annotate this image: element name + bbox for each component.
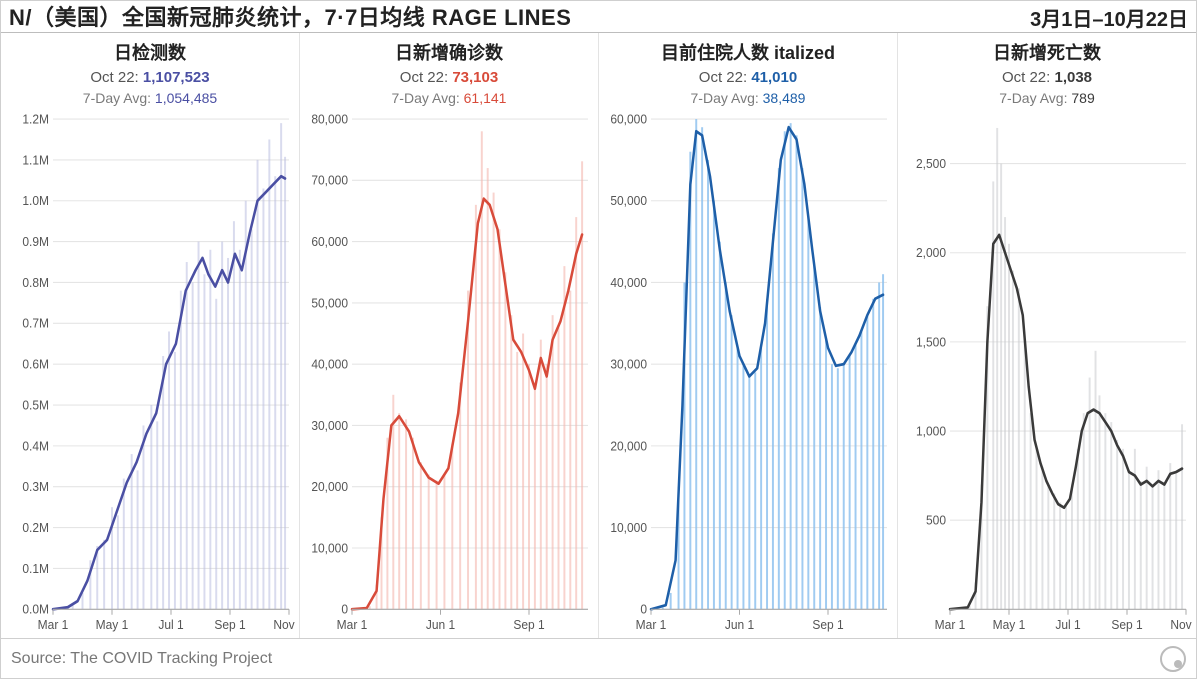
svg-text:30,000: 30,000 xyxy=(610,357,647,372)
svg-text:Nov 1: Nov 1 xyxy=(273,618,295,633)
svg-text:1.0M: 1.0M xyxy=(22,194,49,209)
svg-text:Jun 1: Jun 1 xyxy=(725,618,754,633)
panel-header: 目前住院人数 italized Oct 22: 41,010 7-Day Avg: … xyxy=(599,33,897,108)
svg-text:60,000: 60,000 xyxy=(610,112,647,127)
svg-text:0.4M: 0.4M xyxy=(22,439,49,454)
svg-text:Mar 1: Mar 1 xyxy=(636,618,667,633)
svg-text:10,000: 10,000 xyxy=(311,541,348,556)
svg-text:60,000: 60,000 xyxy=(311,234,348,249)
svg-text:May 1: May 1 xyxy=(96,618,129,633)
svg-text:1,500: 1,500 xyxy=(916,335,946,350)
svg-text:2,500: 2,500 xyxy=(916,156,946,171)
avg-value-line: 7-Day Avg: 1,054,485 xyxy=(5,90,295,106)
dashboard: { "header":{ "title_left":"N/（美国）全国新冠肺炎统… xyxy=(0,0,1197,679)
panel-hosp: 目前住院人数 italized Oct 22: 41,010 7-Day Avg: … xyxy=(598,33,897,638)
svg-text:2,000: 2,000 xyxy=(916,246,946,261)
panel-cases: 日新增确诊数 Oct 22: 73,103 7-Day Avg: 61,141 0 10… xyxy=(299,33,598,638)
panel-header: 日新增确诊数 Oct 22: 73,103 7-Day Avg: 61,141 xyxy=(300,33,598,108)
panel-deaths: 日新增死亡数 Oct 22: 1,038 7-Day Avg: 789 500 1,00… xyxy=(897,33,1196,638)
source-text: Source: The COVID Tracking Project xyxy=(11,650,272,668)
svg-text:1.2M: 1.2M xyxy=(22,112,49,127)
svg-text:Sep 1: Sep 1 xyxy=(214,618,245,633)
project-logo-icon xyxy=(1160,646,1186,672)
chart-area: 0.0M 0.1M 0.2M 0.3M 0.4M 0.5M 0.6M 0.7M 0.8M 0.9M… xyxy=(1,108,299,638)
svg-text:Jul 1: Jul 1 xyxy=(158,618,183,633)
title-left: N/（美国）全国新冠肺炎统计，7·7日均线 RAGE LINES xyxy=(9,0,571,32)
chart-area: 0 10,000 20,000 30,000 40,000 50,000 60,000 Mar… xyxy=(599,108,897,638)
panels-row: 日检测数 Oct 22: 1,107,523 7-Day Avg: 1,054,48… xyxy=(1,33,1196,638)
svg-text:Jun 1: Jun 1 xyxy=(426,618,455,633)
svg-text:30,000: 30,000 xyxy=(311,418,348,433)
chart-area: 500 1,000 1,500 2,000 2,500 Mar 1 May 1 Jul 1 Se… xyxy=(898,108,1196,638)
svg-text:0.0M: 0.0M xyxy=(22,602,49,617)
svg-text:50,000: 50,000 xyxy=(610,194,647,209)
svg-text:500: 500 xyxy=(926,513,946,528)
svg-text:10,000: 10,000 xyxy=(610,520,647,535)
title-bar: N/（美国）全国新冠肺炎统计，7·7日均线 RAGE LINES 3月1日–10… xyxy=(1,1,1196,33)
svg-text:Mar 1: Mar 1 xyxy=(337,618,368,633)
svg-text:40,000: 40,000 xyxy=(311,357,348,372)
svg-text:80,000: 80,000 xyxy=(311,112,348,127)
svg-text:Nov 1: Nov 1 xyxy=(1170,618,1192,633)
current-value-line: Oct 22: 1,107,523 xyxy=(5,69,295,86)
svg-text:May 1: May 1 xyxy=(993,618,1026,633)
svg-text:Sep 1: Sep 1 xyxy=(513,618,544,633)
avg-value-line: 7-Day Avg: 38,489 xyxy=(603,90,893,106)
svg-text:0: 0 xyxy=(640,602,647,617)
svg-text:20,000: 20,000 xyxy=(610,439,647,454)
svg-text:0.5M: 0.5M xyxy=(22,398,49,413)
svg-text:Mar 1: Mar 1 xyxy=(38,618,69,633)
svg-text:0.2M: 0.2M xyxy=(22,520,49,535)
panel-title: 日新增确诊数 xyxy=(304,39,594,65)
svg-text:0.3M: 0.3M xyxy=(22,480,49,495)
panel-tests: 日检测数 Oct 22: 1,107,523 7-Day Avg: 1,054,48… xyxy=(1,33,299,638)
panel-title: 日新增死亡数 xyxy=(902,39,1192,65)
svg-text:Mar 1: Mar 1 xyxy=(935,618,966,633)
svg-text:0.1M: 0.1M xyxy=(22,561,49,576)
current-value-line: Oct 22: 73,103 xyxy=(304,69,594,86)
panel-title: 日检测数 xyxy=(5,39,295,65)
title-right: 3月1日–10月22日 xyxy=(1030,3,1188,32)
svg-text:1,000: 1,000 xyxy=(916,424,946,439)
svg-text:0.9M: 0.9M xyxy=(22,234,49,249)
panel-title: 目前住院人数 italized xyxy=(603,39,893,65)
svg-text:20,000: 20,000 xyxy=(311,480,348,495)
current-value-line: Oct 22: 41,010 xyxy=(603,69,893,86)
svg-text:70,000: 70,000 xyxy=(311,173,348,188)
svg-text:Sep 1: Sep 1 xyxy=(812,618,843,633)
footer: Source: The COVID Tracking Project xyxy=(1,638,1196,678)
current-value-line: Oct 22: 1,038 xyxy=(902,69,1192,86)
svg-text:0.8M: 0.8M xyxy=(22,275,49,290)
svg-text:40,000: 40,000 xyxy=(610,275,647,290)
panel-header: 日新增死亡数 Oct 22: 1,038 7-Day Avg: 789 xyxy=(898,33,1196,108)
avg-value-line: 7-Day Avg: 61,141 xyxy=(304,90,594,106)
chart-area: 0 10,000 20,000 30,000 40,000 50,000 60,000 70,… xyxy=(300,108,598,638)
avg-value-line: 7-Day Avg: 789 xyxy=(902,90,1192,106)
svg-text:0: 0 xyxy=(341,602,348,617)
svg-text:0.6M: 0.6M xyxy=(22,357,49,372)
svg-text:1.1M: 1.1M xyxy=(22,153,49,168)
svg-text:Jul 1: Jul 1 xyxy=(1055,618,1080,633)
svg-text:Sep 1: Sep 1 xyxy=(1111,618,1142,633)
svg-text:0.7M: 0.7M xyxy=(22,316,49,331)
panel-header: 日检测数 Oct 22: 1,107,523 7-Day Avg: 1,054,48… xyxy=(1,33,299,108)
svg-text:50,000: 50,000 xyxy=(311,296,348,311)
